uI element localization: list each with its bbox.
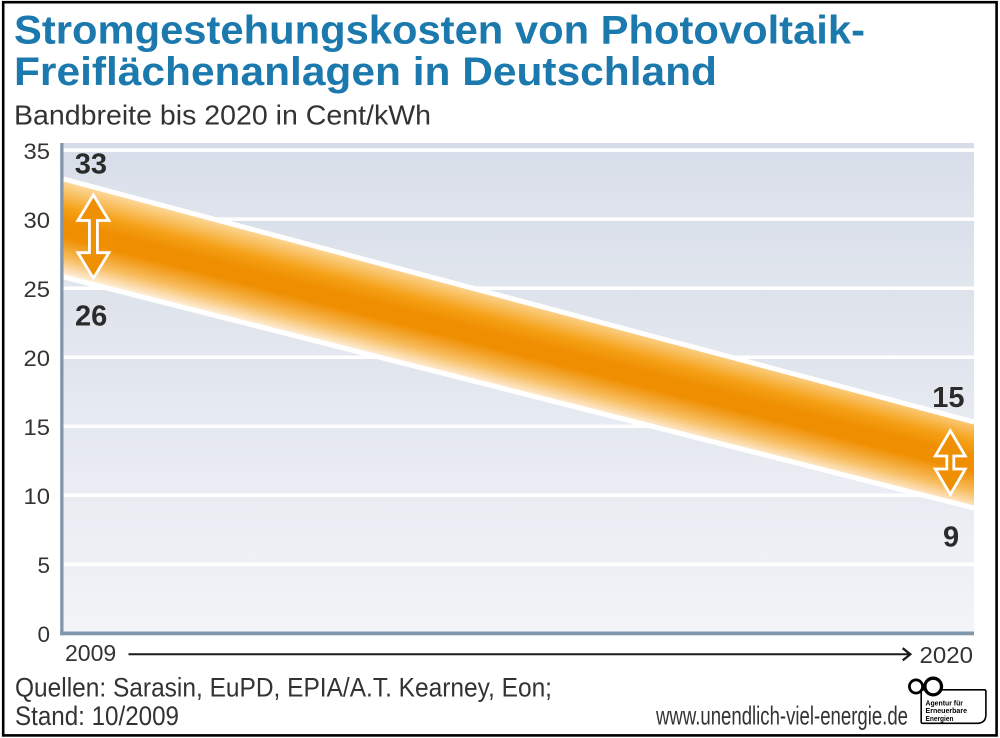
svg-text:0: 0 xyxy=(37,622,50,647)
svg-text:10: 10 xyxy=(24,484,51,509)
svg-text:2009: 2009 xyxy=(65,640,116,666)
svg-text:www.unendlich-viel-energie.de: www.unendlich-viel-energie.de xyxy=(655,701,908,731)
svg-text:33: 33 xyxy=(75,149,107,181)
svg-text:15: 15 xyxy=(932,382,964,414)
svg-text:Erneuerbare: Erneuerbare xyxy=(926,706,968,715)
svg-text:15: 15 xyxy=(24,415,51,440)
svg-text:Bandbreite bis 2020 in Cent/kW: Bandbreite bis 2020 in Cent/kWh xyxy=(14,100,431,131)
svg-text:Stand: 10/2009: Stand: 10/2009 xyxy=(15,701,179,731)
svg-text:Quellen: Sarasin, EuPD, EPIA/A: Quellen: Sarasin, EuPD, EPIA/A.T. Kearne… xyxy=(15,673,552,703)
svg-text:26: 26 xyxy=(75,301,107,333)
svg-text:5: 5 xyxy=(37,553,50,578)
svg-text:25: 25 xyxy=(24,277,51,302)
svg-text:9: 9 xyxy=(943,522,959,554)
svg-text:Agentur für: Agentur für xyxy=(926,698,964,707)
svg-text:20: 20 xyxy=(24,346,51,371)
svg-text:35: 35 xyxy=(24,139,51,164)
svg-text:Freiflächenanlagen in Deutschl: Freiflächenanlagen in Deutschland xyxy=(14,50,717,94)
svg-text:Energien: Energien xyxy=(926,714,954,723)
svg-text:30: 30 xyxy=(24,208,51,233)
svg-text:2020: 2020 xyxy=(920,642,974,668)
svg-text:Stromgestehungskosten von Phot: Stromgestehungskosten von Photovoltaik- xyxy=(14,9,865,53)
